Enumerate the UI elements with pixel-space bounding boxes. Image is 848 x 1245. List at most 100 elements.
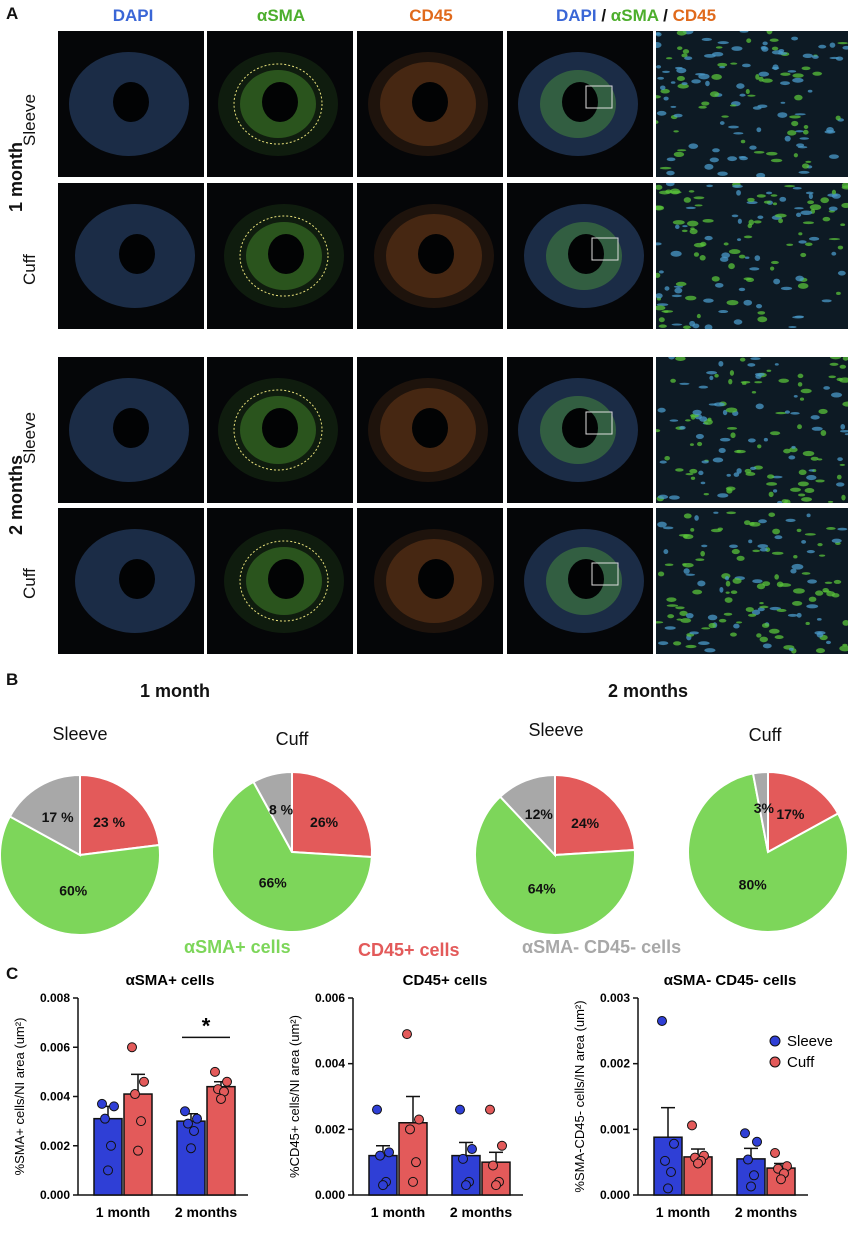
micrograph-cd45-row-2 [357,183,503,329]
data-point [770,1147,780,1158]
header-merge-asma: αSMA [610,6,659,25]
micrograph-zoom-row-1 [656,31,848,177]
data-point [746,1181,756,1192]
pie-label-neg: 17 % [42,809,74,825]
data-point [103,1165,113,1176]
bar-cuff [123,1093,153,1196]
pie-label-cd45: 23 % [93,814,125,830]
pie-slice-cd45 [554,773,636,857]
y-axis-label: %SMA+ cells/NI area (um²) [12,1018,27,1176]
bar-charts: αSMA+ cells 0.000 0.002 0.004 0.006 0.008 %SMA… [12,975,833,1220]
legend-asma-cells: αSMA+ cells [184,937,291,957]
y-tick-label: 0.000 [315,1188,345,1202]
data-point [687,1120,697,1131]
y-tick-label: 0.000 [600,1188,630,1202]
pie-label-cd45: 24% [571,815,600,831]
header-dapi: DAPI [112,6,154,25]
y-tick-label: 0.006 [315,991,345,1005]
pie-slice-asma [474,795,636,936]
micrograph-dapi-row-4 [58,508,204,654]
pie-slice-cd45 [79,773,161,857]
micrograph-cd45-row-4 [357,508,503,654]
micrograph-merge-row-3 [507,357,653,503]
pie-label-asma: 64% [528,880,557,896]
data-point [216,1093,226,1104]
micrograph-dapi-row-2 [58,183,204,329]
pie-slice-asma [0,815,161,936]
micrograph-asma-row-2 [207,183,353,329]
header-merge-sep-2: / [658,6,673,25]
pie-label-asma: 66% [259,874,288,890]
data-point [402,1029,412,1040]
pie-label-neg: 12% [525,806,554,822]
pie-group-title-1-month: 1 month [140,681,210,701]
y-tick-label: 0.002 [600,1057,630,1071]
data-point [488,1160,498,1171]
micrograph-asma-row-3 [207,357,353,503]
data-point [411,1157,421,1168]
data-point [485,1104,495,1115]
y-tick-label: 0.008 [40,991,70,1005]
bar-legend: Sleeve Cuff [769,1033,833,1071]
data-point [180,1106,190,1117]
micrograph-zoom-row-2 [656,183,848,329]
micrograph-asma-row-1 [207,31,353,177]
micrograph-cd45-row-1 [357,31,503,177]
data-point [414,1114,424,1125]
pie-title-cuff-2: Cuff [748,725,782,745]
data-point [384,1147,394,1158]
data-point [109,1101,119,1112]
data-point [186,1143,196,1154]
y-tick-label: 0.001 [600,1122,630,1136]
x-tick-label: 1 month [96,1204,150,1220]
pie-slice-asma [687,772,848,933]
group-label-2-months: 2 months [6,454,26,535]
header-merge: DAPI / αSMA / CD45 [556,6,716,26]
y-tick-label: 0.002 [315,1122,345,1136]
header-asma: αSMA [256,6,306,25]
panel-b-letter: B [6,670,19,689]
data-point [743,1154,753,1165]
micrograph-asma-row-4 [207,508,353,654]
legend-marker-cuff [769,1056,781,1068]
data-point [100,1113,110,1124]
pie-slice-neg [252,770,293,853]
micrograph-merge-row-2 [507,183,653,329]
bar-chart-title: CD45+ cells [403,975,488,989]
data-point [97,1098,107,1109]
y-axis-label: %SMA-CD45- cells/IN area (um²) [572,1000,587,1192]
significance-star: * [202,1013,211,1038]
pie-slice-cd45 [767,770,840,854]
y-tick-label: 0.002 [40,1139,70,1153]
pie-label-asma: 60% [59,882,88,898]
x-tick-label: 2 months [735,1204,797,1220]
data-point [467,1144,477,1155]
data-point [660,1155,670,1166]
x-tick-label: 2 months [175,1204,237,1220]
legend-label-cuff: Cuff [787,1054,815,1071]
legend-negative-cells: αSMA- CD45- cells [522,937,682,957]
micrograph-zoom-row-3 [656,357,848,503]
micrograph-cd45-row-3 [357,357,503,503]
pie-title-sleeve-2: Sleeve [528,720,584,740]
pie-chart-cuff-1-month: 26% 66% 8 % [211,770,373,933]
y-tick-label: 0.003 [600,991,630,1005]
pie-slice-neg [498,773,556,858]
data-point [408,1176,418,1187]
data-point [657,1015,667,1026]
data-point [136,1116,146,1127]
data-point [222,1076,232,1087]
data-point [210,1066,220,1077]
header-merge-sep-1: / [596,6,611,25]
micrograph-merge-row-4 [507,508,653,654]
row-label-cuff-2: Cuff [20,568,39,599]
bar-chart-negative: αSMA- CD45- cells 0.000 0.001 0.002 0.003 %SM… [572,975,808,1220]
y-tick-label: 0.006 [40,1040,70,1054]
micrograph-dapi-row-1 [58,31,204,177]
pie-title-sleeve-1: Sleeve [52,724,108,744]
pie-label-neg: 3% [754,800,775,816]
pie-slice-neg [8,773,81,857]
data-point [127,1042,137,1053]
x-tick-label: 1 month [656,1204,710,1220]
pie-title-cuff-1: Cuff [275,729,309,749]
